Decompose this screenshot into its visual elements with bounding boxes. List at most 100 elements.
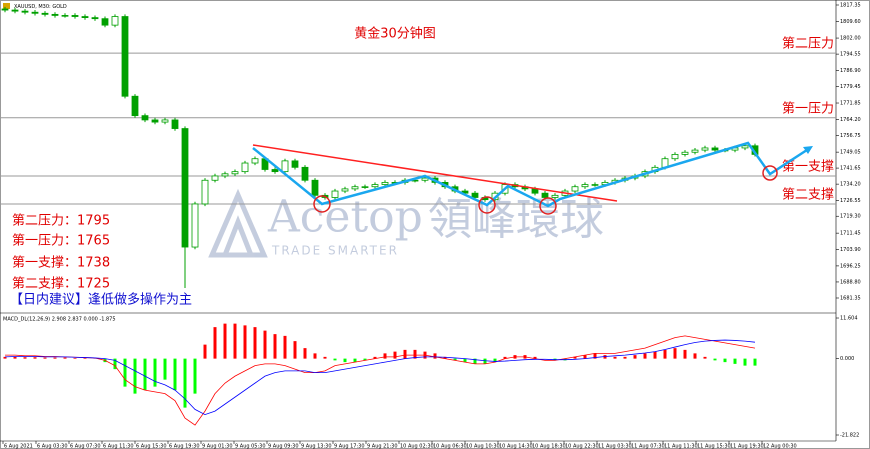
macd-bar [463,358,467,363]
x-tick-label: 9 Aug 05:30 [235,444,266,449]
macd-bar [83,357,87,359]
watermark-text: 領峰環球 [428,194,604,245]
macd-bar [753,358,757,366]
candle-body [701,147,709,151]
y-tick-label: 1734.20 [840,182,861,188]
candle-body [421,177,429,181]
watermark-text: TRADE SMARTER [271,244,399,258]
macd-bar [203,344,207,359]
macd-bar [623,356,627,359]
window-icon [3,3,10,9]
y-tick-label: 1703.90 [840,247,861,253]
macd-bar [703,356,707,359]
y-tick-label: 1802.00 [840,36,861,42]
macd-bar [243,325,247,359]
macd-bar [403,349,407,359]
macd-bar [3,356,7,359]
x-tick-label: 10 Aug 10:30 [466,444,500,449]
candle-body [21,10,29,13]
macd-bar [273,334,277,359]
level-label: 第一支撑 [782,159,834,174]
macd-bar [383,353,387,359]
candle-body [111,16,119,26]
macd-bar [223,323,227,359]
x-tick-label: 9 Aug 17:30 [334,444,365,449]
macd-bar [663,349,667,359]
candle-body [61,15,69,17]
macd-label: MACD_DL(12,26,9) 2.908 2.837 0.000 -1.87… [3,317,116,323]
marker-circle [313,195,331,213]
candle-body [281,160,289,173]
candle-body [1,8,9,11]
candle-body [101,18,109,26]
candle-body [371,184,379,188]
macd-bar [693,353,697,359]
macd-bar [313,353,317,359]
candle-body [141,115,149,121]
candle-body [11,9,19,12]
watermark-logo [208,188,268,258]
macd-bar [483,358,487,364]
macd-bar [373,356,377,359]
x-tick-label: 10 Aug 06:30 [433,444,467,449]
macd-bar [133,358,137,394]
note: 第一压力：1765 [12,234,110,249]
x-tick-label: 10 Aug 02:30 [400,444,434,449]
candle-body [191,203,199,248]
macd-bar [433,353,437,359]
level-label: 第一压力 [782,101,834,116]
candle-body [381,182,389,185]
x-tick-label: 10 Aug 14:30 [499,444,533,449]
y-tick-label: 1771.85 [840,101,861,107]
macd-bar [163,358,167,380]
x-tick-label: 12 Aug 00:30 [763,444,797,449]
macd-bar [493,358,497,363]
macd-bar [333,358,337,361]
macd-bar [303,348,307,359]
candle-body [71,15,79,17]
macd-signal-line [4,339,756,416]
macd-bar [733,358,737,364]
x-tick-label: 9 Aug 21:30 [367,444,398,449]
y-tick-label: 1749.05 [840,150,861,156]
candle-body [241,162,249,173]
candle-body [331,190,339,198]
candle-body [541,192,549,198]
macd-bar [363,358,367,361]
macd-bar [673,348,677,359]
y-tick-label: 1794.55 [840,52,861,58]
marker-circle [539,197,557,215]
macd-bar [43,357,47,359]
candle-body [201,179,209,205]
y-tick-label: 1817.35 [840,2,861,8]
candle-body [221,173,229,177]
candle-body [301,166,309,181]
candle-body [581,184,589,188]
macd-bar [213,327,217,359]
macd-bar [653,351,657,359]
candle-body [81,16,89,19]
macd-bar [73,357,77,359]
candle-body [181,128,189,248]
marker-circle [762,165,778,181]
x-tick-label: 6 Aug 15:30 [136,444,167,449]
candle-body [41,12,49,15]
candle-body [341,188,349,192]
macd-bar [573,356,577,359]
note: 第一支撑：1738 [12,256,110,271]
macd-bar [593,353,597,359]
macd-y-tick-label: 0.000 [840,356,854,362]
x-tick-label: 11 Aug 03:30 [598,444,632,449]
macd-bar [323,356,327,359]
macd-bar [453,358,457,361]
x-tick-label: 6 Aug 03:30 [37,444,68,449]
candle-body [121,16,129,97]
macd-bar [633,355,637,359]
macd-bar [33,357,37,359]
candle-body [531,188,539,194]
candle-body [351,186,359,190]
macd-bar [293,341,297,359]
x-tick-label: 11 Aug 15:30 [697,444,731,449]
y-tick-label: 1779.45 [840,84,861,90]
note: 第二支撑：1725 [12,277,110,292]
